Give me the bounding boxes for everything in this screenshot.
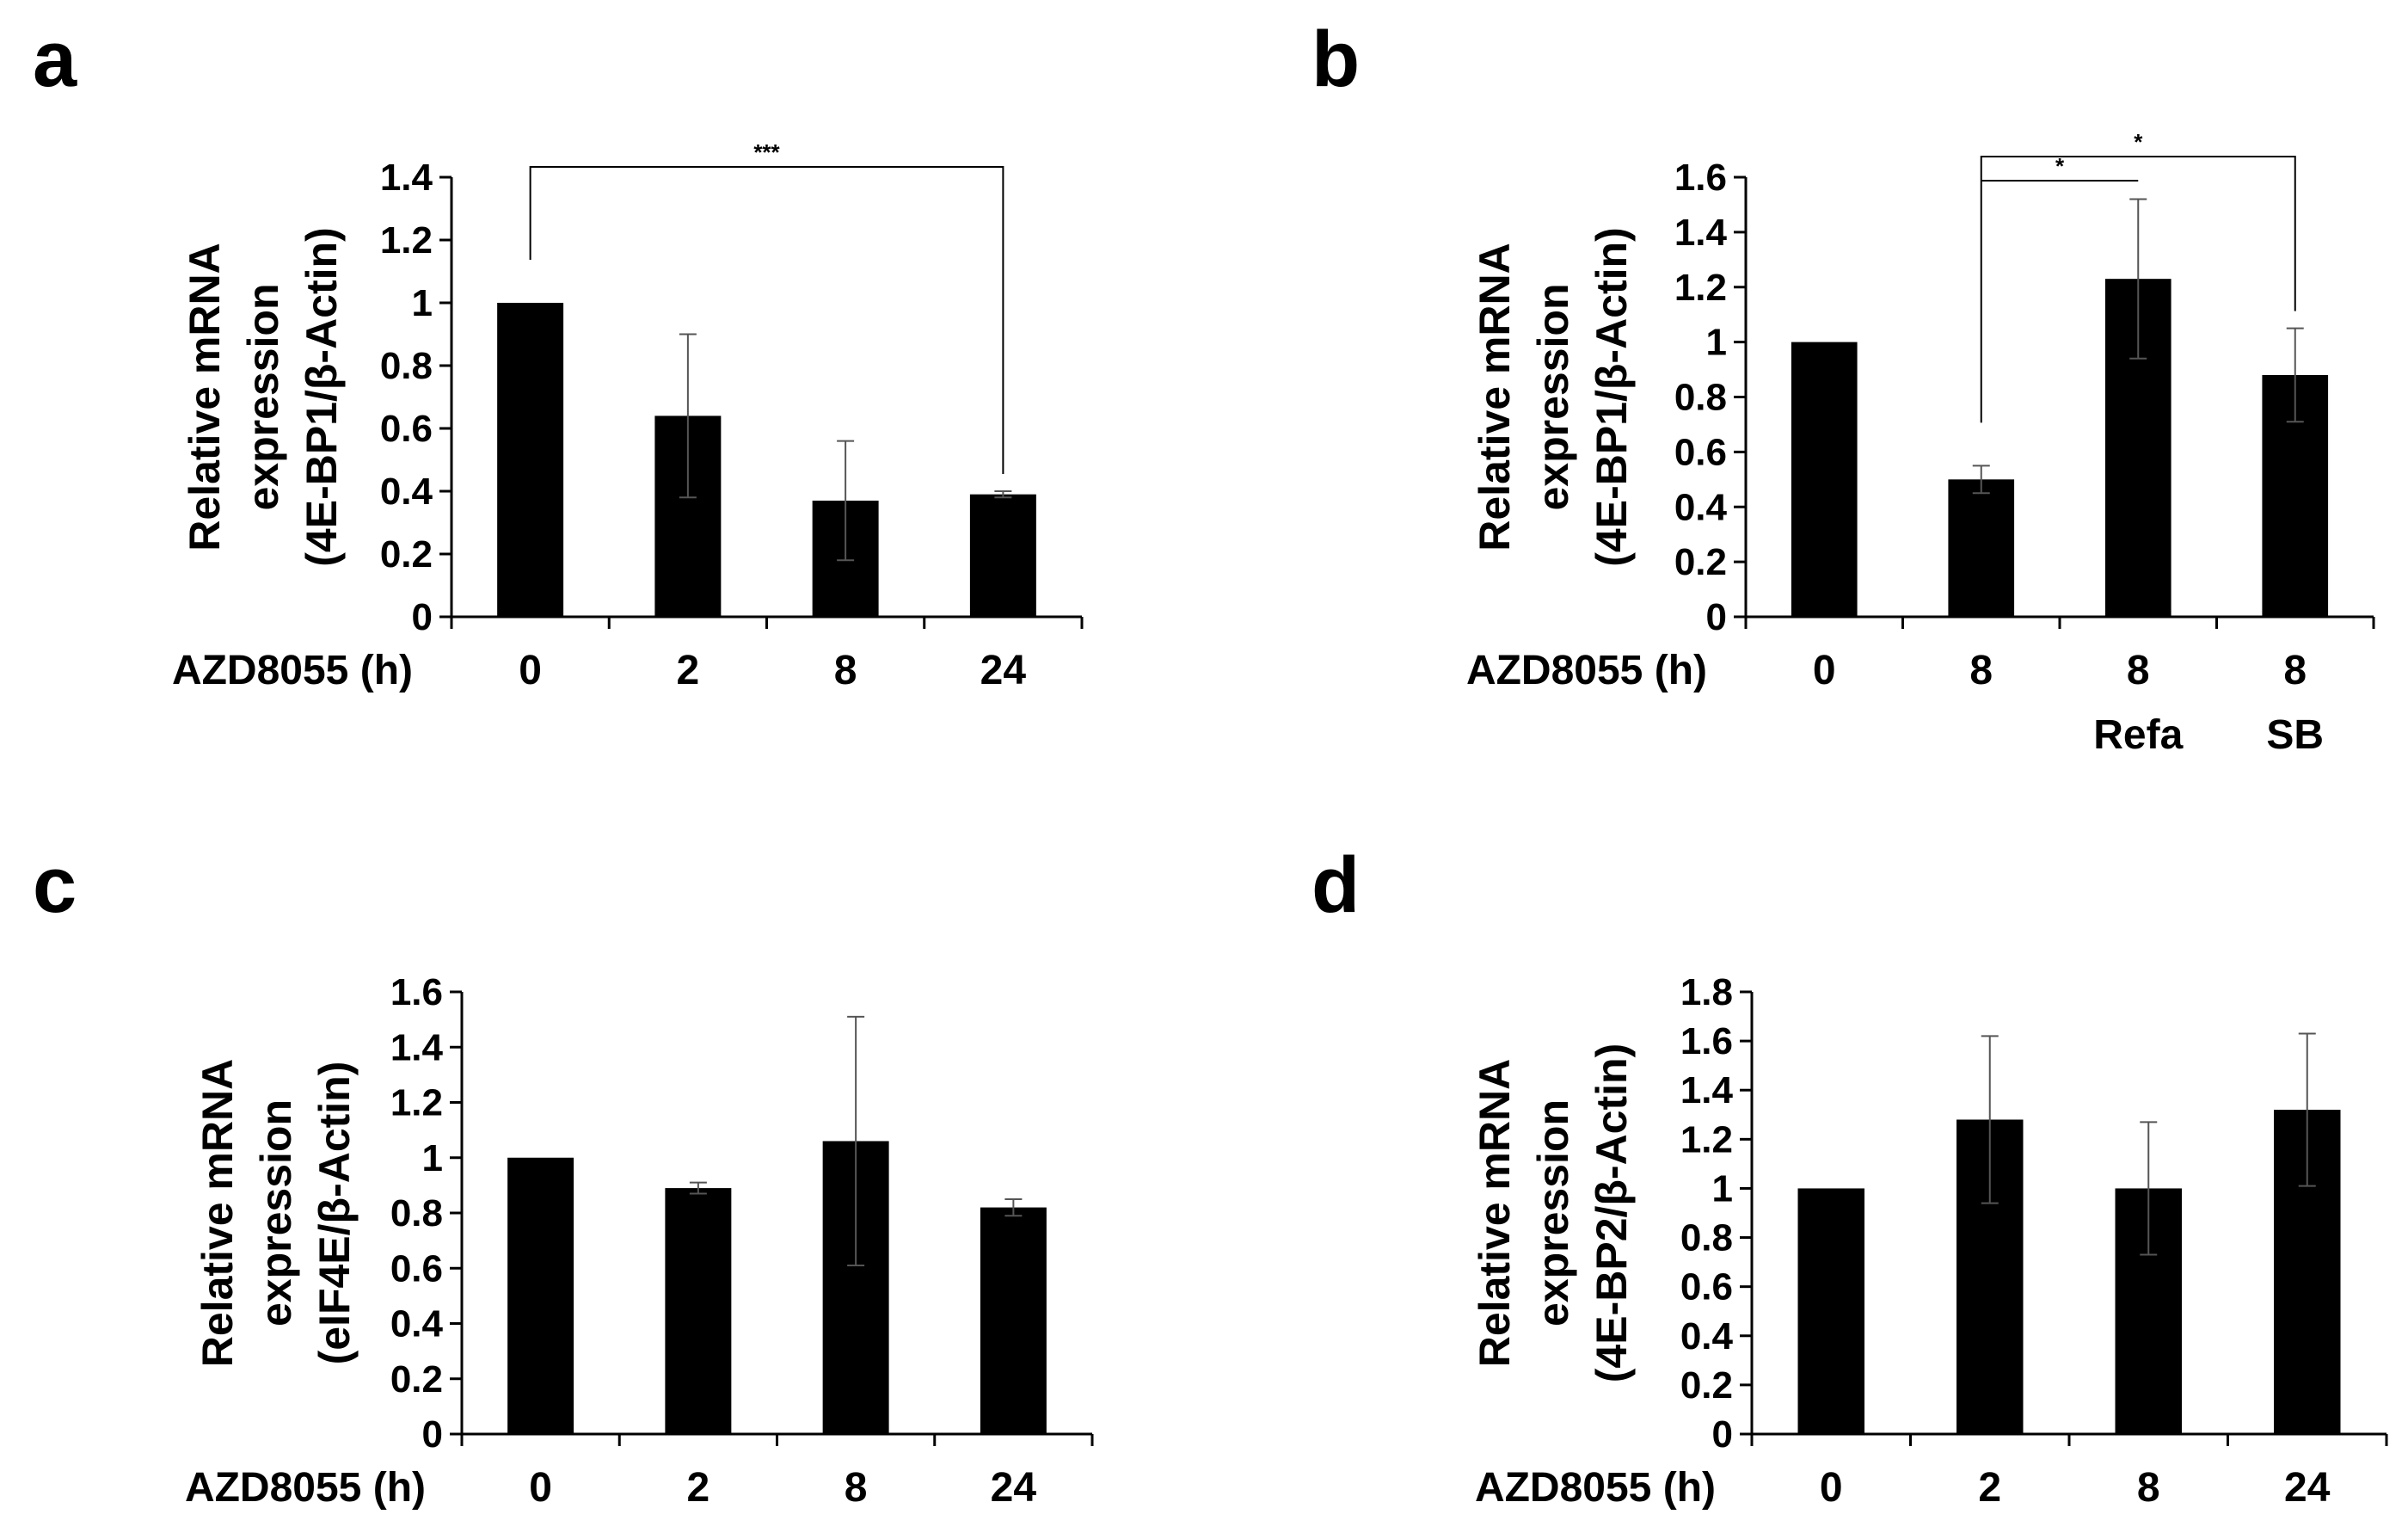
panel-b-y-label-line: expression <box>1529 283 1577 510</box>
panel-d-y-label-line: (4E-BP2/β-Actin) <box>1588 1043 1636 1382</box>
panel-b-category-label: 8 <box>2127 648 2150 693</box>
panel-a-significance-label: *** <box>753 139 780 165</box>
panel-c-bar <box>665 1188 732 1434</box>
panel-d-y-tick-label: 0.6 <box>1680 1266 1733 1308</box>
panel-c-category-label: 8 <box>845 1465 868 1511</box>
panel-a-letter: a <box>33 15 77 103</box>
panel-b-category-label: 8 <box>2283 648 2307 693</box>
panel-c-y-tick-label: 0.8 <box>390 1192 443 1234</box>
panel-b-y-tick-label: 0.4 <box>1674 486 1728 528</box>
panel-a-y-label-line: (4E-BP1/β-Actin) <box>298 227 346 566</box>
panel-d-y-tick-label: 0.4 <box>1680 1315 1734 1357</box>
panel-c-y-tick-label: 1.2 <box>390 1082 443 1124</box>
panel-c-x-label: AZD8055 (h) <box>185 1465 426 1511</box>
panel-b-letter: b <box>1312 15 1360 103</box>
panel-c-category-label: 0 <box>529 1465 552 1511</box>
panel-a-y-tick-label: 0.8 <box>380 345 433 387</box>
panel-a-y-tick-label: 0.4 <box>380 471 433 513</box>
panel-b-bar <box>1948 479 2015 617</box>
panel-a-y-tick-label: 1 <box>412 282 433 324</box>
panel-a-category-label: 2 <box>677 648 700 693</box>
panel-b-bar <box>1791 342 1858 617</box>
panel-b-y-tick-label: 1 <box>1706 322 1727 364</box>
panel-d-y-tick-label: 1.4 <box>1680 1069 1734 1111</box>
panel-c-y-label-line: expression <box>252 1099 300 1327</box>
panel-d-category-label: 8 <box>2137 1465 2160 1511</box>
panel-a-y-tick-label: 0.6 <box>380 408 433 450</box>
panel-b-y-tick-label: 0.2 <box>1674 541 1727 583</box>
panel-d-y-tick-label: 0.8 <box>1680 1217 1733 1259</box>
panel-a-y-tick-label: 0 <box>412 596 433 638</box>
panel-a-category-label: 24 <box>980 648 1027 693</box>
panel-c-y-tick-label: 0.6 <box>390 1247 443 1290</box>
panel-c-bar <box>507 1157 574 1434</box>
panel-a-y-tick-label: 1.2 <box>380 219 433 262</box>
panel-d-category-label: 0 <box>1820 1465 1843 1511</box>
panel-c-y-tick-label: 1.6 <box>390 971 443 1013</box>
panel-b-category-label: 8 <box>1969 648 1993 693</box>
panel-a-y-tick-label: 1.4 <box>380 157 433 199</box>
panel-b-y-tick-label: 1.4 <box>1674 212 1728 254</box>
panel-a-bar <box>497 303 564 617</box>
panel-d-y-tick-label: 1 <box>1712 1167 1733 1210</box>
panel-a-x-label: AZD8055 (h) <box>172 648 413 693</box>
panel-c-letter: c <box>33 841 77 929</box>
panel-b-y-label-line: Relative mRNA <box>1471 243 1519 551</box>
panel-c-category-label: 24 <box>991 1465 1037 1511</box>
panel-c-y-label-line: Relative mRNA <box>194 1059 242 1367</box>
panel-a-y-label-line: expression <box>239 283 287 510</box>
panel-b-y-tick-label: 1.2 <box>1674 267 1727 309</box>
panel-d-y-tick-label: 0.2 <box>1680 1364 1733 1407</box>
panel-d-bar <box>1797 1188 1864 1434</box>
panel-b-category-sublabel: Refa <box>2093 712 2183 758</box>
panel-d-y-tick-label: 1.8 <box>1680 971 1733 1013</box>
panel-b-y-tick-label: 0.6 <box>1674 431 1727 473</box>
panel-d-y-label-line: expression <box>1529 1099 1577 1327</box>
panel-b-y-tick-label: 0.8 <box>1674 377 1727 419</box>
panel-c-bar <box>980 1207 1047 1434</box>
panel-d-y-label-line: Relative mRNA <box>1471 1059 1519 1367</box>
panel-a-y-label-line: Relative mRNA <box>181 243 229 551</box>
panel-a-significance-bracket <box>529 166 1004 474</box>
panel-d-category-label: 24 <box>2284 1465 2331 1511</box>
panel-c-y-label-line: (eIF4E/β-Actin) <box>310 1062 359 1365</box>
panel-b-x-label: AZD8055 (h) <box>1466 648 1707 693</box>
panel-c-y-tick-label: 1.4 <box>390 1026 444 1068</box>
panel-a-category-label: 8 <box>834 648 857 693</box>
panel-d-letter: d <box>1312 841 1360 929</box>
panel-d-y-tick-label: 0 <box>1712 1413 1733 1456</box>
panel-c-y-tick-label: 0.4 <box>390 1303 444 1345</box>
panel-c-y-tick-label: 0.2 <box>390 1358 443 1400</box>
panel-a-y-tick-label: 0.2 <box>380 533 433 576</box>
panel-c-y-tick-label: 0 <box>422 1413 443 1456</box>
panel-d-y-tick-label: 1.6 <box>1680 1020 1733 1062</box>
panel-c-y-tick-label: 1 <box>422 1137 443 1179</box>
panel-a-bar <box>969 494 1036 617</box>
panel-b-category-label: 0 <box>1813 648 1836 693</box>
panel-c-category-label: 2 <box>687 1465 710 1511</box>
panel-b-significance-label: * <box>2055 153 2065 179</box>
panel-b-category-sublabel: SB <box>2266 712 2324 758</box>
panel-d-category-label: 2 <box>1978 1465 2001 1511</box>
panel-d-x-label: AZD8055 (h) <box>1475 1465 1716 1511</box>
panel-b-significance-bracket <box>1980 156 2296 423</box>
panel-b-y-label-line: (4E-BP1/β-Actin) <box>1588 227 1636 566</box>
panel-b-significance-label: * <box>2134 129 2143 155</box>
panel-a-category-label: 0 <box>519 648 542 693</box>
panel-b-y-tick-label: 1.6 <box>1674 157 1727 199</box>
panel-b-y-tick-label: 0 <box>1706 596 1727 638</box>
panel-d-y-tick-label: 1.2 <box>1680 1118 1733 1160</box>
